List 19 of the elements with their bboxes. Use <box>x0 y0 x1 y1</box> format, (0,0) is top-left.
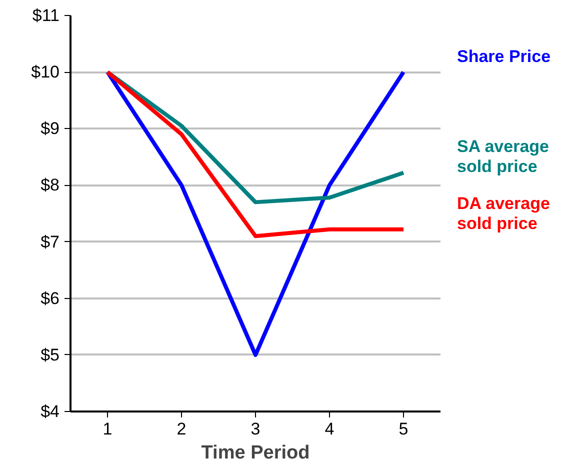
line-series <box>106 70 406 238</box>
y-tick-label: $9 <box>40 119 60 138</box>
x-tick-label: 4 <box>324 420 334 438</box>
y-tick-label: $11 <box>32 6 60 25</box>
text: Share Price <box>457 47 551 67</box>
x-axis-title: Time Period <box>201 442 310 464</box>
y-tick-label: $5 <box>40 345 60 364</box>
text: DA average sold price <box>457 194 550 234</box>
line-series <box>106 70 406 204</box>
x-tick-label: 2 <box>176 420 186 438</box>
y-tick-label: $4 <box>40 402 60 421</box>
y-tick-label: $10 <box>31 62 60 82</box>
y-tick-label: $8 <box>40 176 60 195</box>
text: SA average sold price <box>457 137 549 177</box>
y-tick-label: $6 <box>40 288 60 308</box>
x-tick-label: 1 <box>102 420 112 438</box>
y-tick-label: $7 <box>40 232 60 252</box>
x-tick-label: 3 <box>250 420 260 438</box>
x-tick-label: 5 <box>398 420 408 438</box>
